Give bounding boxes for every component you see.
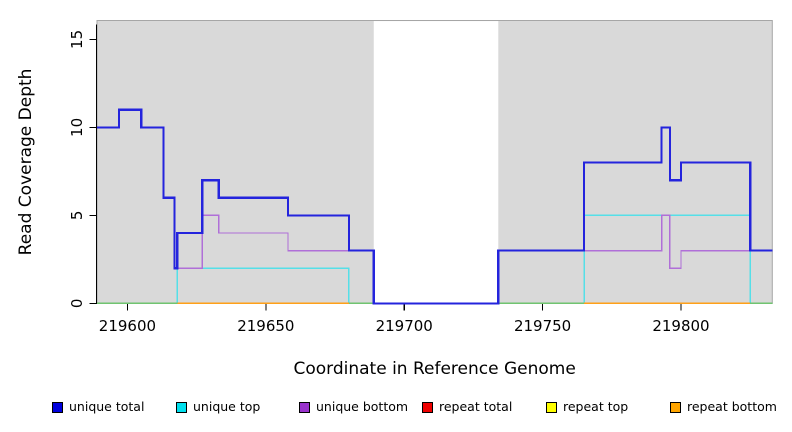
gap-region	[373, 21, 499, 303]
y-tick-label: 10	[68, 118, 86, 137]
legend-swatch-unique-top	[176, 401, 187, 413]
legend-item-repeat-bottom: repeat bottom	[670, 400, 777, 414]
x-axis: 219600 219650 219700 219750 219800	[96, 302, 773, 335]
y-tick-label: 0	[68, 299, 86, 309]
legend-label: unique bottom	[316, 399, 409, 414]
legend-swatch-unique-total	[52, 401, 63, 413]
series-unique-total	[97, 108, 773, 305]
legend-swatch-unique-bottom	[299, 401, 310, 413]
legend-item-unique-top: unique top	[176, 400, 260, 414]
x-tick-label: 219600	[99, 317, 156, 335]
x-axis-title: Coordinate in Reference Genome	[293, 359, 575, 379]
y-tick-label: 15	[68, 30, 86, 49]
legend-item-unique-bottom: unique bottom	[299, 400, 408, 414]
legend-swatch-repeat-top	[546, 401, 557, 413]
x-tick-label: 219800	[652, 317, 709, 335]
x-tick-label: 219750	[514, 317, 571, 335]
legend-label: unique total	[69, 399, 145, 414]
y-axis-title: Read Coverage Depth	[16, 69, 36, 256]
legend-label: repeat top	[563, 399, 629, 414]
legend-item-repeat-total: repeat total	[422, 400, 512, 414]
legend-item-repeat-top: repeat top	[546, 400, 628, 414]
legend-label: repeat bottom	[687, 399, 777, 414]
y-tick-label: 5	[68, 211, 86, 221]
legend-label: repeat total	[439, 399, 513, 414]
legend-label: unique top	[193, 399, 261, 414]
legend-swatch-repeat-bottom	[670, 401, 681, 413]
x-tick-label: 219700	[376, 317, 433, 335]
x-tick-label: 219650	[237, 317, 294, 335]
y-axis: 0 5 10 15	[68, 24, 98, 309]
legend-swatch-repeat-total	[422, 401, 433, 413]
legend-item-unique-total: unique total	[52, 400, 144, 414]
